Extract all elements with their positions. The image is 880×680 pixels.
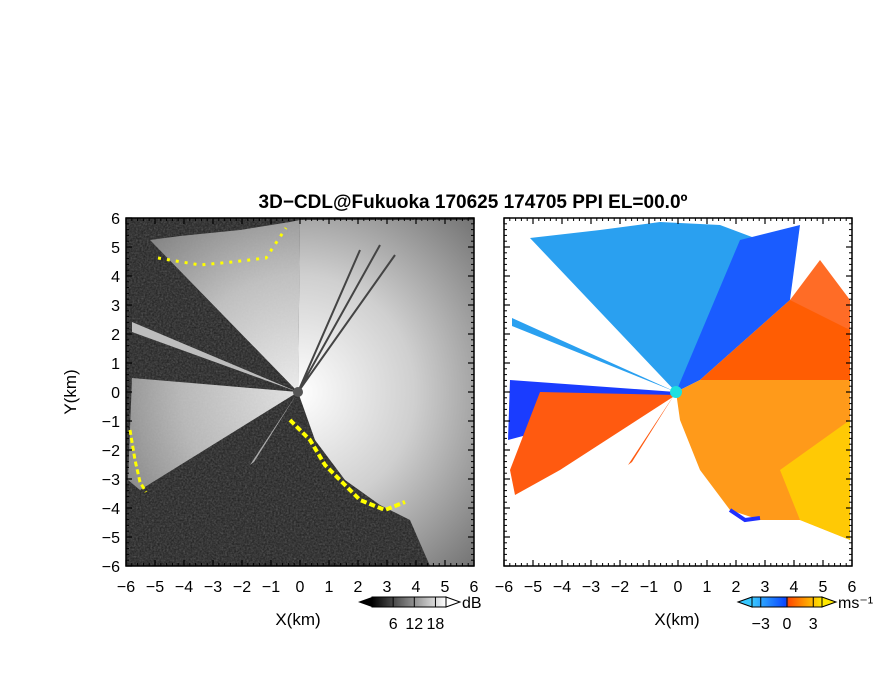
y-tick-label: −6 <box>102 559 120 576</box>
y-tick-label: 5 <box>111 240 120 257</box>
x-tick-label: 2 <box>354 579 363 596</box>
y-tick-label: −5 <box>102 530 120 547</box>
x-tick-label: −6 <box>117 579 135 596</box>
x-tick-label: −4 <box>175 579 193 596</box>
x-tick-label: 1 <box>325 579 334 596</box>
y-tick-label: −4 <box>102 501 120 518</box>
x-tick-label: 4 <box>790 579 799 596</box>
y-tick-label: 0 <box>111 385 120 402</box>
y-tick-label: −3 <box>102 472 120 489</box>
reflectivity-colorbar: dB 6 12 18 <box>358 595 482 633</box>
velocity-axes: −6 −5 −4 −3 −2 −1 0 1 2 3 4 5 6 <box>495 217 857 596</box>
colorbar-tick-label: 12 <box>405 616 423 633</box>
x-tick-label: 4 <box>412 579 421 596</box>
colorbar-tick-label: 18 <box>427 616 445 633</box>
x-tick-label: 5 <box>441 579 450 596</box>
velocity-colorbar-unit: ms⁻¹ <box>838 595 873 612</box>
x-tick-label: 6 <box>848 579 857 596</box>
reflectivity-xlabel: X(km) <box>275 610 320 629</box>
x-tick-label: −3 <box>204 579 222 596</box>
x-tick-label: −1 <box>640 579 658 596</box>
x-tick-label: 6 <box>470 579 479 596</box>
x-tick-label: −5 <box>524 579 542 596</box>
x-tick-label: 1 <box>703 579 712 596</box>
y-tick-label: −2 <box>102 443 120 460</box>
y-tick-label: 1 <box>111 356 120 373</box>
colorbar-tick-label: 0 <box>783 616 792 633</box>
x-tick-label: 0 <box>296 579 305 596</box>
colorbar-tick-label: −3 <box>752 616 770 633</box>
x-tick-label: −4 <box>553 579 571 596</box>
colorbar-tick-label: 3 <box>809 616 818 633</box>
colorbar-tick-label: 6 <box>389 616 398 633</box>
velocity-xlabel: X(km) <box>654 610 699 629</box>
x-tick-label: −5 <box>146 579 164 596</box>
figure-title: 3D−CDL@Fukuoka 170625 174705 PPI EL=00.0… <box>259 192 688 213</box>
reflectivity-axes: −6 −5 −4 −3 −2 −1 0 1 2 3 4 5 6 −6 −5 −4 −3 −2 −1 0 1 2 3 4 5 6 <box>102 211 479 596</box>
x-tick-label: 3 <box>383 579 392 596</box>
y-tick-label: 2 <box>111 327 120 344</box>
velocity-panel: −6 −5 −4 −3 −2 −1 0 1 2 3 4 5 6 X(km) ms⁻¹ −3 0 3 <box>495 217 873 633</box>
x-tick-label: 0 <box>674 579 683 596</box>
x-tick-label: −1 <box>262 579 280 596</box>
x-tick-label: 5 <box>819 579 828 596</box>
reflectivity-colorbar-unit: dB <box>462 595 482 612</box>
velocity-colorbar: ms⁻¹ −3 0 3 <box>736 595 873 633</box>
x-tick-label: −2 <box>233 579 251 596</box>
x-tick-label: 2 <box>732 579 741 596</box>
y-tick-label: 3 <box>111 298 120 315</box>
y-tick-label: 6 <box>111 211 120 228</box>
reflectivity-ylabel: Y(km) <box>61 369 80 414</box>
velocity-field <box>504 218 852 566</box>
x-tick-label: −2 <box>611 579 629 596</box>
reflectivity-field <box>126 218 474 566</box>
x-tick-label: −6 <box>495 579 513 596</box>
x-tick-label: −3 <box>582 579 600 596</box>
x-tick-label: 3 <box>761 579 770 596</box>
y-tick-label: 4 <box>111 269 120 286</box>
y-tick-label: −1 <box>102 414 120 431</box>
